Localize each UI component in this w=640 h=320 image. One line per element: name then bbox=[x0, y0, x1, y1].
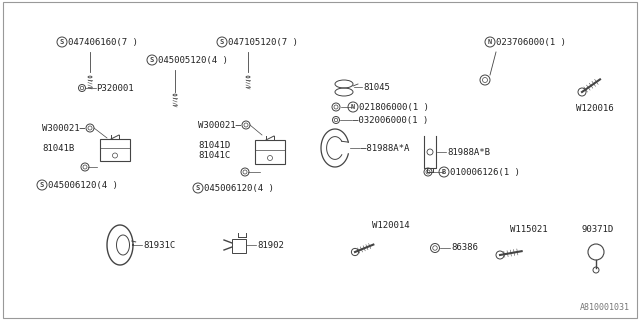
Text: 045006120(4 ): 045006120(4 ) bbox=[48, 180, 118, 189]
Text: 81041C: 81041C bbox=[198, 150, 230, 159]
Text: N: N bbox=[351, 104, 355, 110]
Bar bbox=[232, 239, 246, 253]
Text: 81988A*B: 81988A*B bbox=[447, 148, 490, 156]
Text: N: N bbox=[488, 39, 492, 45]
Text: W120014: W120014 bbox=[372, 220, 410, 229]
Text: 81045: 81045 bbox=[363, 83, 390, 92]
Text: 021806000(1 ): 021806000(1 ) bbox=[359, 102, 429, 111]
Text: 047105120(7 ): 047105120(7 ) bbox=[228, 37, 298, 46]
Bar bbox=[100, 139, 130, 161]
Bar bbox=[255, 140, 285, 164]
Text: 81041D: 81041D bbox=[198, 140, 230, 149]
Text: 86386: 86386 bbox=[451, 244, 478, 252]
Text: W300021—: W300021— bbox=[42, 124, 85, 132]
Text: W120016: W120016 bbox=[576, 103, 614, 113]
Text: 81041B: 81041B bbox=[42, 143, 74, 153]
Text: P320001: P320001 bbox=[96, 84, 134, 92]
Text: —81988A*A: —81988A*A bbox=[361, 143, 410, 153]
Text: B: B bbox=[442, 169, 446, 175]
Text: 023706000(1 ): 023706000(1 ) bbox=[496, 37, 566, 46]
Text: W115021: W115021 bbox=[510, 226, 548, 235]
Text: S: S bbox=[150, 57, 154, 63]
Text: 81931C: 81931C bbox=[143, 241, 175, 250]
Text: 90371D: 90371D bbox=[582, 226, 614, 235]
Text: —032006000(1 ): —032006000(1 ) bbox=[353, 116, 428, 124]
Text: S: S bbox=[220, 39, 224, 45]
Text: 81902: 81902 bbox=[257, 241, 284, 250]
Text: 010006126(1 ): 010006126(1 ) bbox=[450, 167, 520, 177]
Text: A810001031: A810001031 bbox=[580, 303, 630, 312]
Text: 045005120(4 ): 045005120(4 ) bbox=[158, 55, 228, 65]
Text: S: S bbox=[196, 185, 200, 191]
Text: 045006120(4 ): 045006120(4 ) bbox=[204, 183, 274, 193]
Bar bbox=[3, 2, 637, 318]
Text: 047406160(7 ): 047406160(7 ) bbox=[68, 37, 138, 46]
Text: W300021—: W300021— bbox=[198, 121, 241, 130]
Text: S: S bbox=[40, 182, 44, 188]
Text: S: S bbox=[60, 39, 64, 45]
